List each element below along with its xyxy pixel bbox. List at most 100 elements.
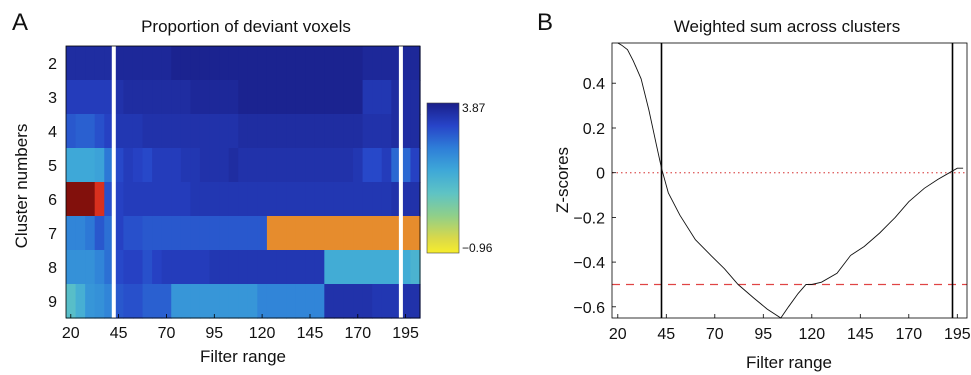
heatmap-cell: [123, 80, 134, 115]
heatmap-x-tick-label: 45: [110, 325, 128, 342]
heatmap-x-tick-label: 145: [297, 325, 324, 342]
panel-b-letter: B: [537, 9, 553, 36]
line-x-tick-label: 20: [609, 326, 627, 343]
heatmap-cell: [66, 216, 77, 251]
heatmap-x-tick-label: 95: [205, 325, 223, 342]
heatmap-cell: [209, 80, 220, 115]
heatmap-cell: [362, 284, 373, 319]
heatmap-cell: [381, 46, 392, 81]
line-x-tick-label: 145: [847, 326, 874, 343]
heatmap-cell: [353, 80, 364, 115]
heatmap-cell: [257, 148, 268, 183]
heatmap-cell: [372, 148, 383, 183]
heatmap-cell: [333, 284, 345, 319]
heatmap-cell: [161, 80, 172, 115]
heatmap-cell: [171, 216, 182, 251]
heatmap-cell: [132, 148, 144, 183]
line-x-ticks: 20 45 70 95 120 145 170 195: [609, 314, 971, 343]
heatmap-cell: [266, 80, 278, 115]
heatmap-cell: [266, 114, 278, 149]
heatmap-cell: [142, 114, 153, 149]
heatmap-cell: [75, 216, 86, 251]
heatmap-cell: [190, 284, 201, 319]
heatmap-cell: [372, 182, 383, 217]
heatmap-cell: [104, 46, 115, 81]
heatmap-cell: [66, 182, 77, 217]
heatmap-cell: [266, 284, 278, 319]
heatmap-y-tick-label: 6: [48, 192, 57, 209]
heatmap-cell: [171, 114, 182, 149]
heatmap-cell: [410, 284, 421, 319]
heatmap-cell: [257, 284, 268, 319]
heatmap-cell: [381, 284, 392, 319]
heatmap-cell: [247, 250, 258, 285]
heatmap-cell: [333, 148, 345, 183]
heatmap-cell: [219, 182, 230, 217]
heatmap-cell: [66, 148, 77, 183]
heatmap-cell: [257, 250, 268, 285]
heatmap-cell: [286, 114, 297, 149]
heatmap-cell: [305, 250, 316, 285]
heatmap-cell: [276, 284, 287, 319]
heatmap-cell: [410, 148, 421, 183]
heatmap-cell: [94, 284, 105, 319]
heatmap-cell: [238, 284, 249, 319]
line-y-ticks: 0.4 0.2 0 −0.2 −0.4 −0.6: [573, 76, 616, 317]
heatmap-cell: [333, 80, 345, 115]
heatmap-cell: [276, 46, 287, 81]
heatmap-cell: [305, 216, 316, 251]
heatmap-cell: [362, 114, 373, 149]
heatmap-cell: [228, 284, 239, 319]
heatmap-cell: [276, 148, 287, 183]
heatmap-cell: [199, 182, 211, 217]
heatmap-cell: [66, 46, 77, 81]
heatmap-cell: [66, 80, 77, 115]
heatmap-cell: [400, 114, 412, 149]
heatmap-cell: [353, 250, 364, 285]
heatmap-cell: [199, 216, 211, 251]
heatmap-cell: [324, 80, 335, 115]
heatmap-cell: [180, 216, 191, 251]
heatmap-cell: [276, 114, 287, 149]
heatmap-cell: [161, 250, 172, 285]
heatmap-cell: [113, 284, 125, 319]
heatmap-cell: [152, 80, 163, 115]
heatmap-cell: [324, 216, 335, 251]
heatmap-cell: [333, 114, 345, 149]
heatmap-cell: [286, 46, 297, 81]
heatmap-cell: [295, 216, 306, 251]
heatmap-x-tick-label: 70: [158, 325, 176, 342]
line-x-label: Filter range: [746, 353, 832, 372]
heatmap-cell: [113, 250, 125, 285]
heatmap-marker-line: [111, 46, 116, 318]
heatmap-cell: [305, 148, 316, 183]
heatmap-cell: [372, 114, 383, 149]
heatmap-cell: [353, 148, 364, 183]
heatmap-cell: [142, 80, 153, 115]
heatmap-cell: [286, 216, 297, 251]
heatmap-cell: [123, 46, 134, 81]
heatmap-cell: [372, 46, 383, 81]
heatmap-cell: [104, 114, 115, 149]
heatmap-cell: [161, 284, 172, 319]
heatmap-cell: [132, 46, 144, 81]
heatmap-cell: [228, 148, 239, 183]
heatmap-cell: [113, 46, 125, 81]
heatmap-cell: [247, 284, 258, 319]
heatmap-cell: [305, 114, 316, 149]
heatmap-cell: [372, 80, 383, 115]
heatmap-cell: [353, 182, 364, 217]
heatmap-cell: [113, 216, 125, 251]
heatmap-x-ticks: 20 45 70 95 120 145 170 195: [62, 314, 419, 342]
heatmap-cell: [266, 250, 278, 285]
heatmap-cell: [161, 182, 172, 217]
heatmap-cell: [257, 114, 268, 149]
heatmap-cell: [276, 216, 287, 251]
heatmap-cell: [190, 114, 201, 149]
colorbar-max-label: 3.87: [462, 101, 486, 115]
heatmap-cell: [410, 250, 421, 285]
heatmap-y-label: Cluster numbers: [12, 124, 31, 249]
heatmap-cell: [94, 250, 105, 285]
heatmap-cell: [276, 250, 287, 285]
heatmap-cell: [142, 250, 153, 285]
